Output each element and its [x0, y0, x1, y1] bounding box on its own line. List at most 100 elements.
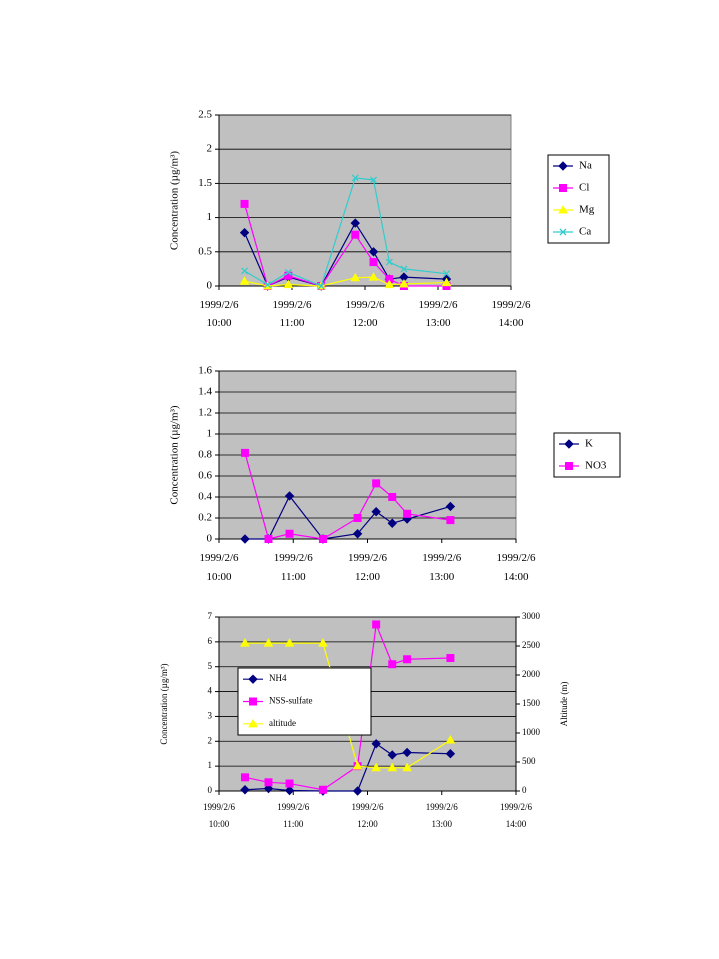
y-tick-label: 1	[207, 428, 213, 440]
marker	[240, 773, 249, 782]
x-tick-label-line: 12:00	[357, 819, 378, 829]
y2-tick-label: 1500	[522, 698, 541, 708]
marker	[264, 778, 273, 787]
legend-label: K	[585, 438, 593, 450]
x-tick-label-line: 13:00	[429, 571, 455, 583]
y-tick-label: 0.6	[198, 470, 212, 482]
marker	[240, 534, 250, 544]
marker	[285, 529, 294, 538]
x-tick-label-line: 11:00	[283, 819, 304, 829]
marker	[371, 762, 382, 772]
x-tick-label: 1999/2/6 13:00	[422, 552, 462, 583]
marker	[249, 697, 257, 706]
y-axis-label: Concentration (µg/m³)	[159, 663, 169, 744]
marker	[445, 734, 456, 744]
marker	[284, 491, 295, 501]
y2-tick-label: 2000	[522, 669, 541, 679]
marker	[403, 655, 412, 664]
marker	[564, 439, 574, 449]
marker	[368, 272, 379, 281]
marker	[371, 506, 381, 517]
marker	[372, 479, 381, 488]
legend-label: Ca	[579, 226, 591, 238]
y-tick-label: 0.4	[198, 491, 212, 503]
y-tick-label: 0	[207, 280, 213, 292]
marker	[239, 227, 250, 238]
x-tick-label-line: 1999/2/6	[345, 299, 385, 311]
marker	[387, 750, 397, 760]
y2-tick-label: 2500	[522, 640, 541, 650]
marker	[368, 247, 379, 257]
marker	[387, 518, 397, 528]
marker	[318, 638, 328, 647]
x-tick-label-line: 14:00	[506, 819, 527, 829]
x-tick-label: 1999/2/6 12:00	[348, 552, 388, 583]
x-tick-label: 1999/2/6 14:00	[500, 802, 533, 829]
x-tick-label-line: 10:00	[206, 571, 232, 583]
marker	[284, 638, 295, 647]
x-tick-label-line: 1999/2/6	[351, 802, 384, 812]
marker	[385, 258, 393, 266]
marker	[351, 174, 359, 182]
x-tick-label-line: 13:00	[425, 317, 451, 329]
x-tick-label-line: 12:00	[355, 571, 381, 583]
marker	[443, 270, 450, 278]
marker	[284, 785, 295, 796]
y2-tick-label: 1000	[522, 727, 541, 737]
x-tick-label: 1999/2/6 11:00	[274, 552, 314, 583]
y-tick-label: 1	[208, 760, 213, 770]
marker	[445, 749, 456, 759]
y-tick-label: 2	[207, 143, 213, 155]
x-tick-label-line: 1999/2/6	[491, 299, 531, 311]
marker	[317, 282, 325, 290]
y-axis-label: Concentration (µg/m³)	[169, 405, 181, 504]
legend-label: Mg	[579, 204, 595, 216]
x-tick-label-line: 1999/2/6	[199, 299, 239, 311]
x-tick-label: 1999/2/6 14:00	[491, 299, 531, 329]
marker	[284, 268, 292, 276]
marker	[318, 785, 327, 794]
marker	[558, 204, 568, 214]
y-tick-label: 0.5	[198, 245, 212, 257]
marker	[371, 739, 381, 749]
marker	[263, 638, 274, 647]
x-tick-label: 1999/2/6 11:00	[272, 299, 312, 329]
marker	[264, 281, 272, 289]
marker	[283, 279, 294, 289]
marker	[403, 509, 412, 518]
x-tick-label-line: 1999/2/6	[426, 802, 459, 812]
x-tick-label-line: 1999/2/6	[418, 299, 458, 311]
marker	[445, 501, 456, 512]
marker	[388, 660, 397, 669]
marker	[240, 199, 249, 208]
x-tick-label-line: 10:00	[209, 819, 230, 829]
y2-tick-label: 500	[522, 756, 536, 766]
marker	[559, 228, 567, 236]
x-tick-label: 1999/2/6 13:00	[426, 802, 459, 829]
y-tick-label: 0.2	[198, 512, 212, 524]
marker	[248, 718, 258, 728]
marker	[353, 514, 362, 522]
x-tick-label: 1999/2/6 14:00	[496, 552, 536, 583]
marker	[402, 747, 412, 758]
marker	[352, 761, 363, 770]
x-tick-label-line: 13:00	[431, 819, 452, 829]
x-tick-label-line: 1999/2/6	[500, 802, 533, 812]
y2-axis-label: Altitude (m)	[559, 682, 569, 727]
marker	[352, 786, 363, 796]
y-tick-label: 0	[208, 785, 213, 795]
marker	[263, 783, 274, 794]
x-tick-label-line: 1999/2/6	[496, 552, 536, 564]
x-tick-label-line: 1999/2/6	[199, 552, 239, 564]
x-tick-label-line: 14:00	[503, 571, 529, 583]
x-tick-label: 1999/2/6 12:00	[345, 299, 385, 329]
x-tick-label: 1999/2/6 10:00	[199, 299, 239, 329]
marker	[399, 278, 409, 288]
legend-label: Cl	[579, 182, 589, 194]
y-tick-label: 1.5	[198, 177, 212, 189]
legend-label: NSS-sulfate	[269, 696, 313, 706]
marker	[239, 276, 250, 285]
